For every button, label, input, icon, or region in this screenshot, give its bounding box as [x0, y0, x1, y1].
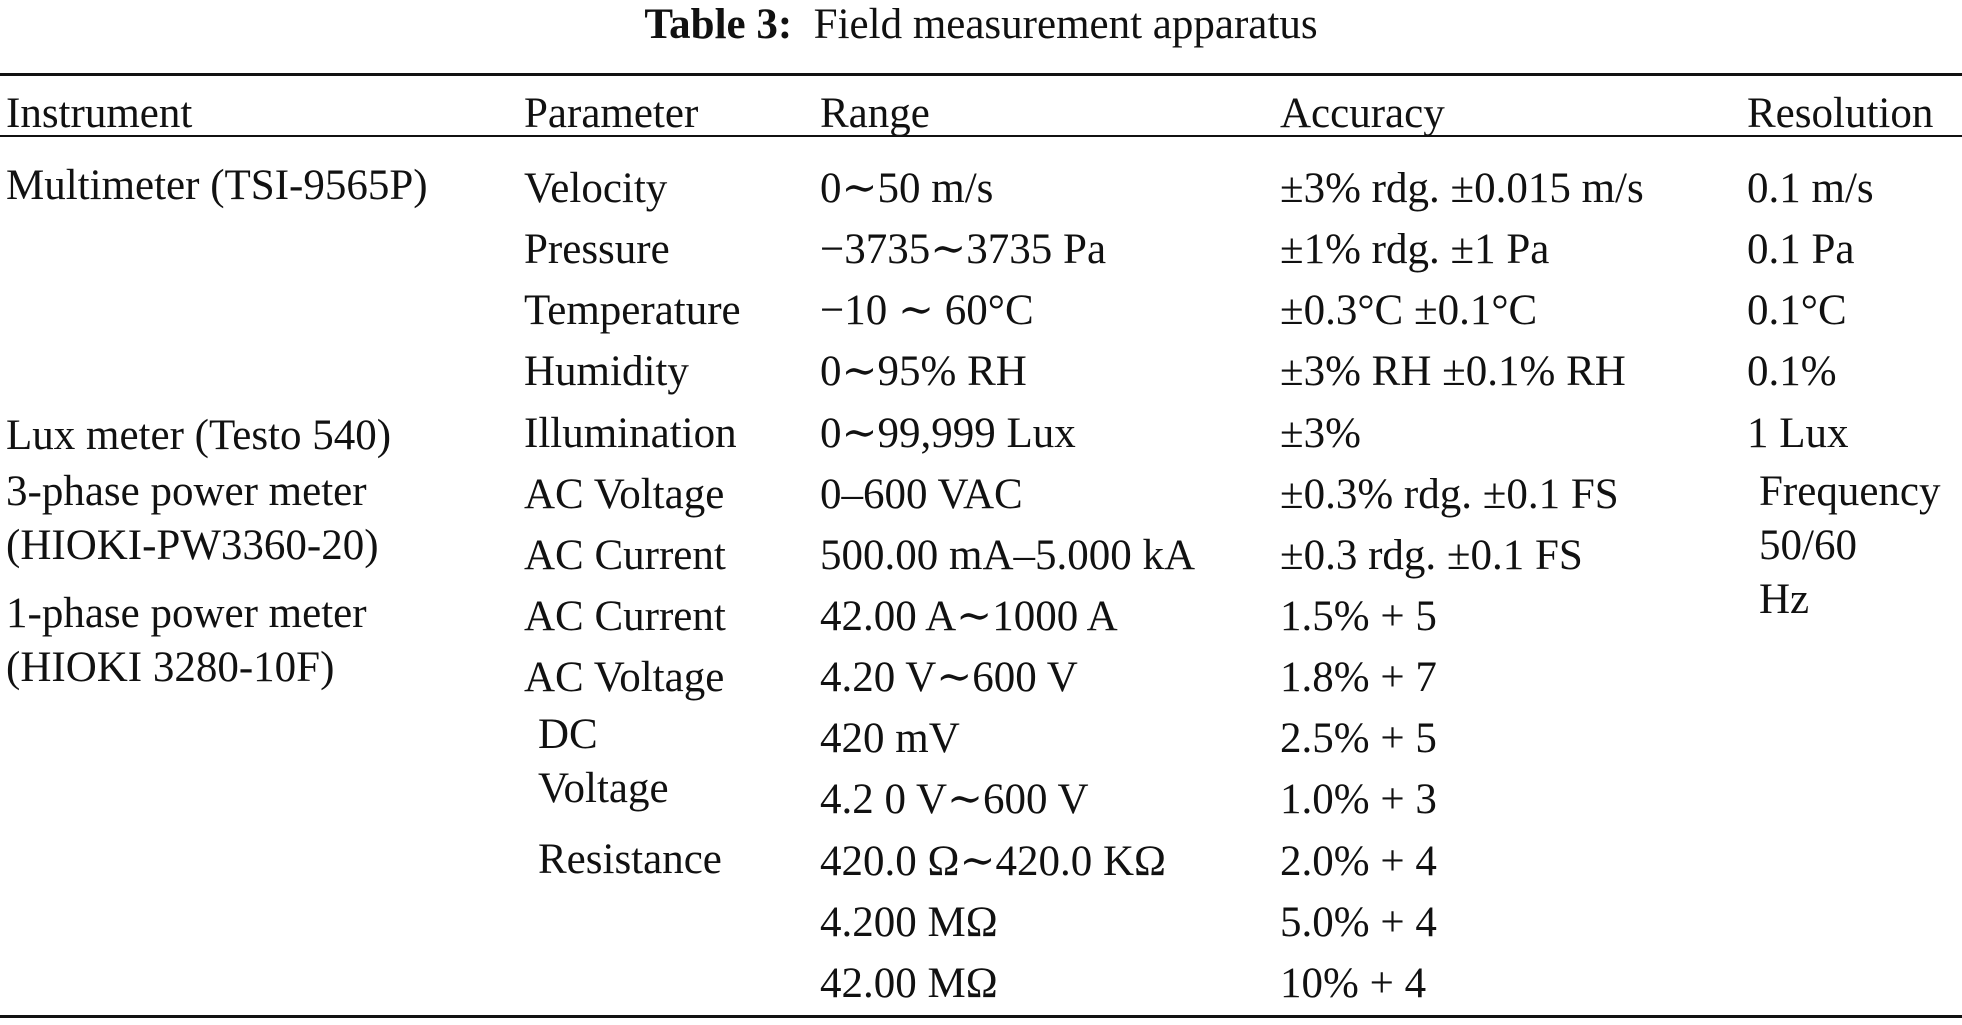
accuracy-cell: ±1% rdg. ±1 Pa [1280, 226, 1550, 273]
accuracy-cell: 10% + 4 [1280, 960, 1427, 1007]
instrument-cell: (HIOKI 3280-10F) [6, 644, 335, 691]
resolution-cell: 50/60 [1759, 522, 1857, 569]
parameter-cell: Humidity [524, 348, 689, 395]
accuracy-cell: ±3% RH ±0.1% RH [1280, 348, 1626, 395]
accuracy-cell: ±0.3°C ±0.1°C [1280, 287, 1538, 334]
accuracy-cell: 1.5% + 5 [1280, 593, 1437, 640]
range-cell: 4.200 MΩ [820, 899, 998, 946]
parameter-cell: Voltage [538, 765, 669, 812]
instrument-cell: (HIOKI-PW3360-20) [6, 522, 379, 569]
accuracy-cell: ±0.3% rdg. ±0.1 FS [1280, 471, 1619, 518]
accuracy-cell: 2.5% + 5 [1280, 715, 1437, 762]
resolution-cell: 1 Lux [1747, 410, 1849, 457]
parameter-cell: DC [538, 711, 598, 758]
range-cell: −10 ∼ 60°C [820, 287, 1034, 334]
parameter-cell: AC Voltage [524, 654, 725, 701]
parameter-cell: Illumination [524, 410, 737, 457]
header-resolution: Resolution [1747, 90, 1934, 137]
accuracy-cell: 2.0% + 4 [1280, 838, 1437, 885]
instrument-cell: Multimeter (TSI-9565P) [6, 162, 428, 209]
accuracy-cell: 1.8% + 7 [1280, 654, 1437, 701]
parameter-cell: AC Voltage [524, 471, 725, 518]
resolution-cell: 0.1 Pa [1747, 226, 1855, 273]
table-bottom-rule [0, 1015, 1962, 1018]
resolution-cell: 0.1 m/s [1747, 165, 1874, 212]
instrument-cell: Lux meter (Testo 540) [6, 412, 392, 459]
range-cell: 4.2 0 V∼600 V [820, 776, 1089, 823]
accuracy-cell: 5.0% + 4 [1280, 899, 1437, 946]
parameter-cell: AC Current [524, 532, 726, 579]
header-accuracy: Accuracy [1280, 90, 1445, 137]
header-instrument: Instrument [6, 90, 193, 137]
header-rule [0, 135, 1962, 137]
range-cell: −3735∼3735 Pa [820, 226, 1107, 273]
header-parameter: Parameter [524, 90, 699, 137]
range-cell: 420.0 Ω∼420.0 KΩ [820, 838, 1166, 885]
range-cell: 42.00 A∼1000 A [820, 593, 1118, 640]
range-cell: 42.00 MΩ [820, 960, 998, 1007]
resolution-cell: 0.1°C [1747, 287, 1847, 334]
range-cell: 420 mV [820, 715, 960, 762]
range-cell: 0–600 VAC [820, 471, 1023, 518]
resolution-cell: Hz [1759, 576, 1810, 623]
parameter-cell: Resistance [538, 836, 722, 883]
table-caption-title: Field measurement apparatus [813, 1, 1318, 48]
parameter-cell: AC Current [524, 593, 726, 640]
accuracy-cell: ±3% [1280, 410, 1361, 457]
instrument-cell: 1-phase power meter [6, 590, 367, 637]
instrument-cell: 3-phase power meter [6, 468, 367, 515]
header-range: Range [820, 90, 930, 137]
parameter-cell: Pressure [524, 226, 670, 273]
table-top-rule [0, 73, 1962, 76]
parameter-cell: Temperature [524, 287, 741, 334]
resolution-cell: Frequency [1759, 468, 1941, 515]
table-caption: Table 3: Field measurement apparatus [0, 0, 1962, 50]
accuracy-cell: ±3% rdg. ±0.015 m/s [1280, 165, 1644, 212]
table-caption-label: Table 3: [644, 1, 793, 48]
accuracy-cell: 1.0% + 3 [1280, 776, 1437, 823]
parameter-cell: Velocity [524, 165, 668, 212]
range-cell: 0∼99,999 Lux [820, 410, 1076, 457]
range-cell: 0∼50 m/s [820, 165, 994, 212]
range-cell: 4.20 V∼600 V [820, 654, 1078, 701]
accuracy-cell: ±0.3 rdg. ±0.1 FS [1280, 532, 1583, 579]
range-cell: 500.00 mA–5.000 kA [820, 532, 1196, 579]
range-cell: 0∼95% RH [820, 348, 1027, 395]
resolution-cell: 0.1% [1747, 348, 1837, 395]
